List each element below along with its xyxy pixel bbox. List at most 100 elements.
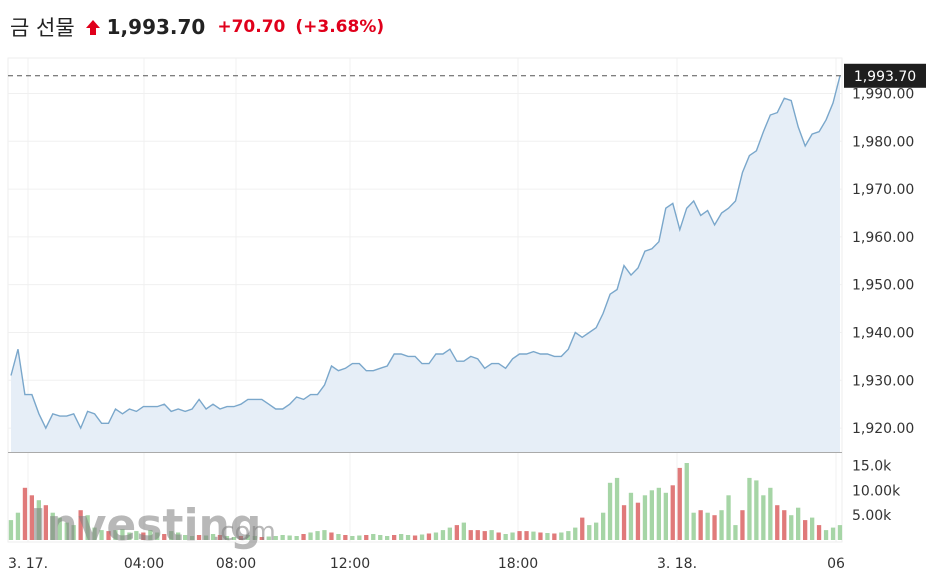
volume-bar [594, 522, 599, 540]
volume-bar [120, 529, 125, 540]
volume-bar [50, 512, 55, 540]
volume-bar [587, 525, 592, 540]
volume-bar [405, 535, 411, 540]
volume-bar [649, 490, 654, 540]
volume-bar [426, 533, 432, 540]
volume-bar [475, 530, 480, 540]
volume-bar [8, 520, 14, 540]
x-tick-label: 06 [827, 556, 845, 572]
volume-bar [566, 531, 571, 540]
volume-bar [628, 492, 634, 540]
volume-bars [8, 463, 843, 540]
volume-bar [440, 530, 446, 540]
volume-bar [85, 515, 90, 540]
volume-bar [433, 532, 439, 540]
volume-bar [496, 532, 501, 540]
volume-bar [447, 527, 452, 540]
volume-bar [210, 534, 216, 540]
volume-bar [203, 535, 209, 540]
y-tick-label: 1,960.00 [852, 230, 914, 246]
volume-bar [190, 536, 195, 540]
x-tick-label: 18:00 [498, 556, 538, 572]
volume-bar [399, 534, 404, 540]
volume-bar [259, 537, 264, 540]
volume-bar [573, 527, 578, 540]
volume-bar [712, 515, 717, 540]
volume-bar [775, 505, 780, 540]
volume-bar [733, 525, 738, 540]
price-change: +70.70 [217, 17, 286, 37]
x-tick-label: 12:00 [330, 556, 370, 572]
volume-bar [315, 531, 320, 540]
volume-bar [524, 531, 529, 540]
volume-bar [287, 535, 292, 540]
volume-bar [141, 532, 146, 540]
price-area-fill [11, 75, 840, 453]
volume-bar [698, 510, 703, 540]
x-tick-label: 08:00 [216, 556, 256, 572]
y-tick-label: 1,980.00 [852, 134, 914, 150]
volume-bar [252, 536, 257, 540]
time-axis-ticks: 3. 17. 04:00 08:00 12:00 18:00 3. 18. 06 [8, 556, 845, 572]
volume-bar [419, 534, 425, 540]
volume-bar [371, 534, 376, 540]
volume-bar [531, 531, 536, 540]
volume-bar [378, 535, 383, 540]
volume-bar [357, 535, 362, 540]
volume-bar [510, 532, 515, 540]
last-price: 1,993.70 [106, 15, 206, 39]
volume-bar [656, 487, 661, 540]
volume-bar [796, 507, 801, 540]
volume-bar [36, 500, 41, 540]
volume-bar [601, 512, 606, 540]
volume-bar [726, 495, 731, 540]
volume-bar [176, 532, 181, 540]
volume-bar [614, 477, 620, 540]
y-tick-label: 1,970.00 [852, 182, 914, 198]
volume-bar [99, 530, 104, 540]
y-tick-label: 1,930.00 [852, 373, 914, 389]
quote-header: 금 선물 1,993.70 +70.70 (+3.68%) [10, 12, 384, 42]
volume-tick-label: 5.00k [852, 508, 892, 524]
volume-bar [684, 463, 689, 540]
volume-bar [635, 502, 641, 540]
volume-bar [273, 536, 278, 540]
volume-bar [231, 537, 237, 540]
volume-bar [155, 532, 160, 540]
volume-bar [677, 467, 682, 540]
volume-bar [78, 510, 83, 540]
volume-bar [169, 531, 174, 540]
volume-bar [607, 482, 613, 540]
volume-bar [670, 485, 675, 540]
volume-bar [238, 536, 243, 540]
volume-bar [663, 492, 668, 540]
volume-bar [545, 533, 550, 540]
volume-bar [148, 530, 153, 540]
volume-tick-label: 15.0k [852, 458, 892, 474]
y-tick-label: 1,990.00 [852, 86, 914, 102]
volume-bar [489, 530, 494, 540]
volume-bar [412, 535, 418, 540]
volume-bar [803, 520, 808, 540]
volume-bar [343, 535, 348, 540]
volume-bar [217, 535, 223, 540]
volume-bar [761, 495, 766, 540]
x-tick-label: 3. 17. [8, 556, 48, 572]
watermark-suffix: .com [212, 517, 276, 547]
volume-bar [705, 512, 710, 540]
volume-bar [768, 487, 773, 540]
volume-bar [224, 536, 230, 540]
arrow-up-icon [85, 19, 100, 35]
y-tick-label: 1,940.00 [852, 325, 914, 341]
volume-bar [329, 532, 334, 540]
volume-bar [621, 505, 627, 540]
volume-axis-ticks: 15.0k 10.00k 5.00k [852, 458, 901, 524]
volume-bar [747, 477, 752, 540]
volume-bar [789, 515, 794, 540]
volume-bar [461, 522, 466, 540]
volume-bar [57, 517, 62, 540]
volume-bar [823, 530, 829, 540]
volume-bar [468, 530, 473, 540]
volume-bar [837, 525, 843, 540]
